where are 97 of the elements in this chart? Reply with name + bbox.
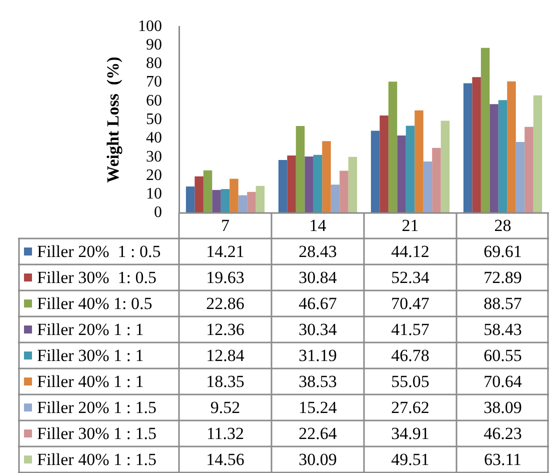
y-axis-title: Weight Loss (%) [104, 56, 123, 183]
legend-label: Filler 40% 1 : 1 [37, 372, 144, 391]
data-label: 9.52 [210, 398, 240, 417]
y-tick-label: 0 [154, 204, 162, 222]
bar [397, 136, 406, 213]
y-tick-label: 30 [146, 148, 162, 166]
bar [194, 176, 204, 213]
y-tick-label: 100 [138, 18, 162, 35]
bar [340, 170, 348, 213]
data-label: 19.63 [206, 268, 244, 287]
data-label: 49.51 [391, 450, 430, 469]
data-label: 22.64 [298, 424, 338, 443]
data-label: 12.84 [206, 346, 245, 365]
data-label: 38.09 [484, 398, 522, 417]
bar [432, 148, 441, 213]
data-label: 12.36 [206, 320, 244, 339]
bar [380, 115, 388, 213]
legend-label: Filler 20% 1 : 1 [37, 320, 144, 339]
data-label: 72.89 [484, 268, 522, 287]
bar [463, 83, 472, 213]
y-tick-label: 80 [146, 55, 162, 72]
data-label: 38.53 [298, 372, 337, 391]
data-label: 55.05 [391, 372, 430, 391]
y-tick-label: 10 [146, 186, 162, 203]
bar [304, 156, 314, 213]
data-label: 14.21 [206, 242, 244, 261]
bar [388, 82, 398, 213]
y-tick-label: 70 [146, 74, 162, 91]
data-label: 18.35 [206, 372, 244, 391]
data-label: 46.78 [391, 346, 430, 365]
legend-label: Filler 20% 1 : 0.5 [37, 242, 161, 261]
y-tick-label: 90 [146, 36, 162, 54]
x-tick-label: 14 [309, 216, 327, 236]
bar [278, 160, 288, 213]
data-label: 30.84 [298, 268, 338, 287]
data-label: 70.64 [484, 372, 522, 391]
legend-label: Filler 30% 1: 0.5 [37, 268, 156, 287]
data-label: 30.34 [298, 320, 338, 339]
legend-label: Filler 40% 1: 0.5 [37, 294, 152, 313]
bar [220, 189, 230, 213]
bar [186, 186, 195, 213]
data-label: 30.09 [298, 450, 337, 469]
x-tick-label: 28 [494, 216, 512, 236]
bar [313, 154, 322, 213]
legend-label: Filler 20% 1 : 1.5 [37, 398, 156, 417]
data-label: 22.86 [206, 294, 244, 313]
bar [524, 126, 534, 213]
data-label: 63.11 [484, 450, 522, 469]
data-label: 31.19 [298, 346, 337, 365]
y-tick-label: 60 [146, 92, 162, 110]
bar [287, 156, 296, 213]
bar [423, 162, 432, 213]
data-label: 58.43 [484, 320, 522, 339]
bar [330, 184, 340, 213]
bar [230, 178, 238, 213]
legend-label: Filler 30% 1 : 1 [37, 346, 144, 365]
legend-label: Filler 40% 1 : 1.5 [37, 450, 156, 469]
legend-label: Filler 30% 1 : 1.5 [37, 424, 156, 443]
x-tick-label: 21 [402, 216, 419, 236]
y-tick-label: 40 [146, 130, 162, 147]
bar [348, 156, 358, 213]
bar [516, 142, 525, 213]
data-label: 46.23 [484, 424, 522, 443]
bar [212, 190, 221, 213]
data-label: 28.43 [298, 242, 337, 261]
bar [533, 95, 542, 213]
bar [247, 192, 256, 213]
data-label: 52.34 [391, 268, 430, 287]
data-label: 41.57 [391, 320, 430, 339]
y-tick-label: 20 [146, 166, 162, 184]
data-label: 88.57 [484, 294, 522, 313]
bar [480, 48, 490, 213]
bar [296, 126, 305, 213]
bar [406, 126, 415, 213]
data-label: 11.32 [206, 424, 244, 443]
bar [472, 77, 481, 213]
y-tick-label: 50 [146, 111, 162, 128]
data-label: 69.61 [484, 242, 522, 261]
x-tick-label: 7 [221, 216, 230, 236]
bar [414, 110, 424, 213]
data-label: 14.56 [206, 450, 244, 469]
data-label: 60.55 [484, 346, 522, 365]
bar [322, 141, 331, 213]
data-label: 27.62 [391, 398, 430, 417]
bar [256, 186, 265, 213]
bar [203, 170, 212, 213]
bar [370, 130, 380, 213]
bar [238, 195, 248, 213]
data-label: 46.67 [298, 294, 338, 313]
data-label: 70.47 [391, 294, 430, 313]
bar [440, 120, 450, 213]
bar [490, 104, 498, 213]
data-label: 44.12 [391, 242, 430, 261]
bar [507, 81, 516, 213]
bar [498, 100, 508, 213]
data-label: 34.91 [391, 424, 430, 443]
data-label: 15.24 [298, 398, 338, 417]
